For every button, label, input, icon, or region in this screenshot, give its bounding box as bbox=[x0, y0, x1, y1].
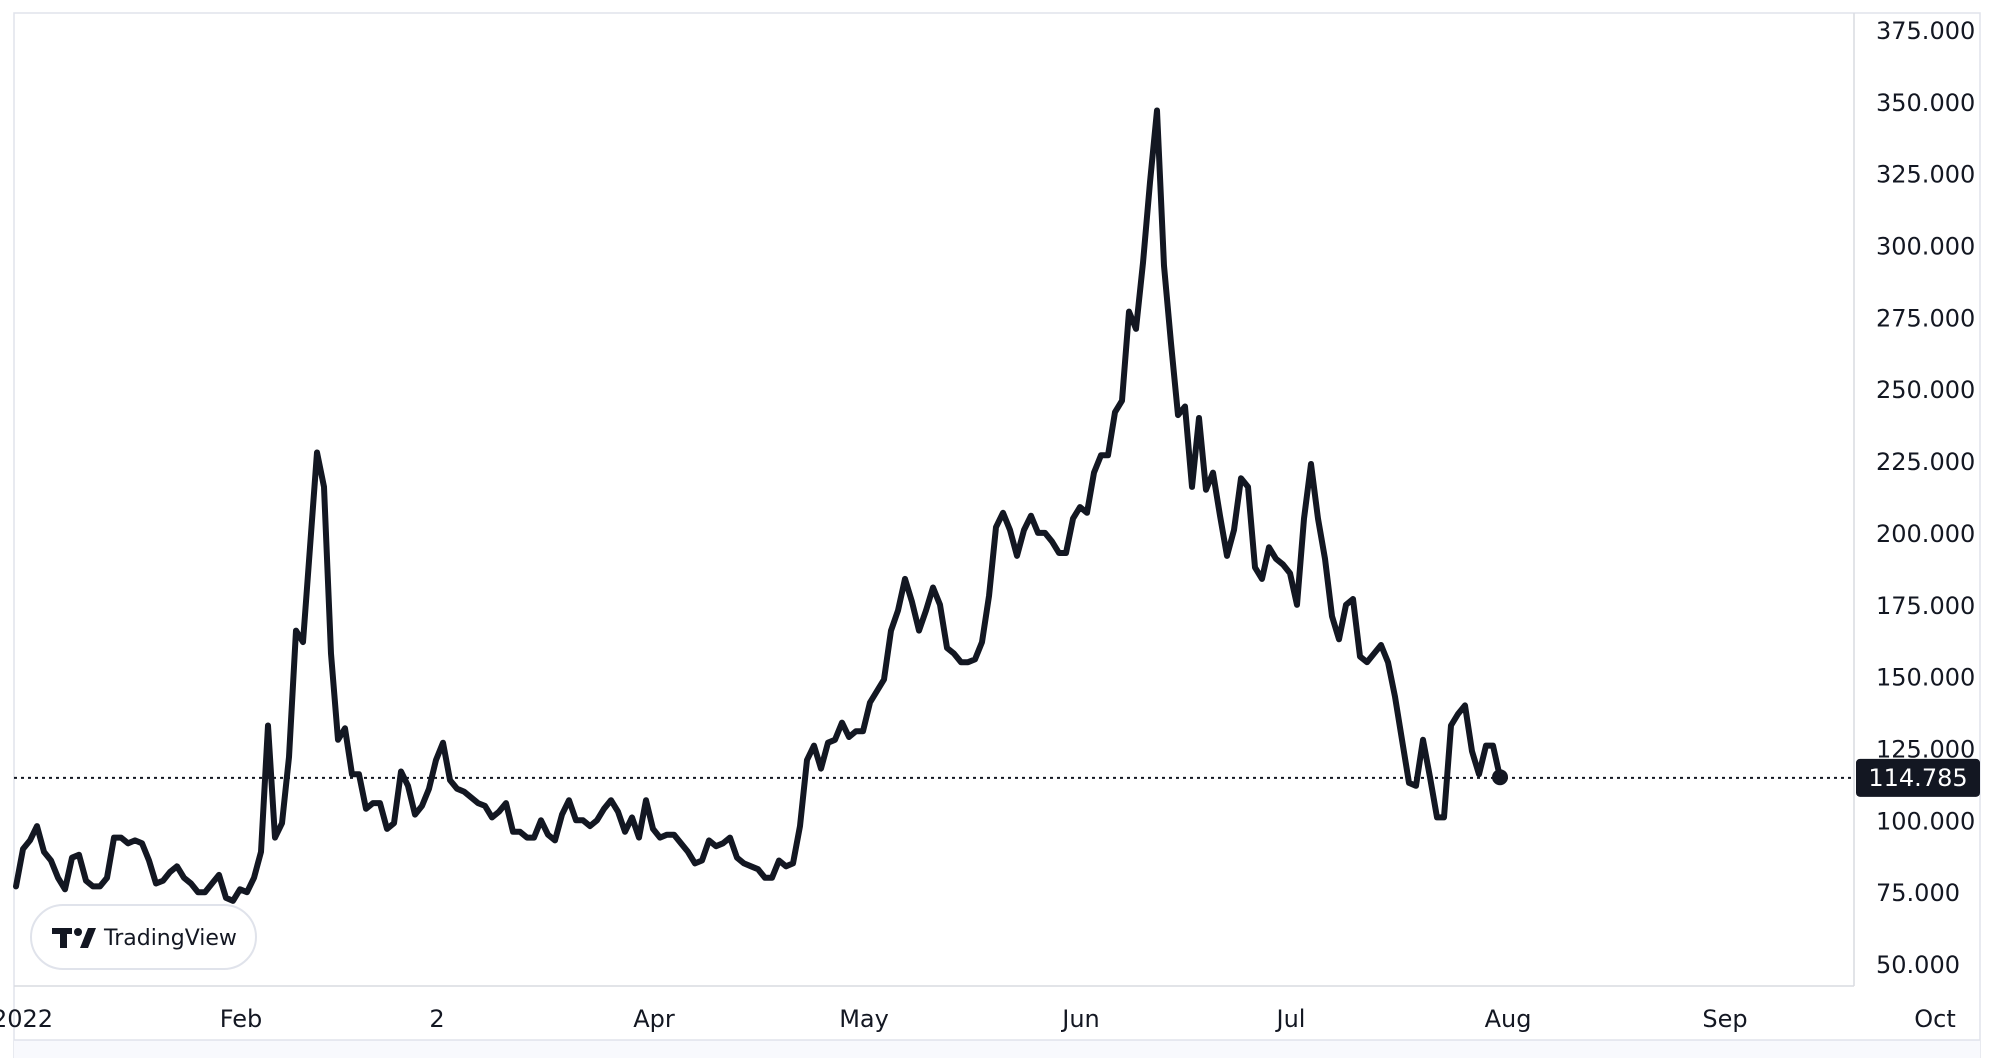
tradingview-badge-background bbox=[30, 904, 257, 970]
time-axis-tick-label: Sep bbox=[1702, 1005, 1747, 1033]
time-axis-tick-label: Jun bbox=[1060, 1005, 1100, 1033]
last-value-price-label: 114.785 bbox=[1856, 758, 1980, 797]
last-point-marker bbox=[1492, 769, 1508, 786]
price-axis-tick-label: 250.000 bbox=[1876, 376, 1975, 404]
time-axis-tick-label: May bbox=[839, 1005, 889, 1033]
time-axis-tick-label: Apr bbox=[633, 1005, 675, 1033]
price-axis-tick-label: 75.000 bbox=[1876, 879, 1960, 907]
time-axis-tick-label: 2 bbox=[429, 1005, 444, 1033]
price-axis-tick-label: 150.000 bbox=[1876, 664, 1975, 692]
time-axis-tick-label: Oct bbox=[1914, 1005, 1956, 1033]
last-value-label-text: 114.785 bbox=[1868, 764, 1967, 792]
bottom-toolbar-strip bbox=[14, 1040, 1980, 1058]
time-axis-tick-label: Aug bbox=[1485, 1005, 1532, 1033]
time-axis-ticks: 2022Feb2AprMayJunJulAugSepOctNov bbox=[0, 1005, 1956, 1033]
price-axis-tick-label: 125.000 bbox=[1876, 735, 1975, 763]
series-line bbox=[13, 107, 1503, 904]
price-axis-tick-label: 175.000 bbox=[1876, 592, 1975, 620]
price-axis-tick-label: 350.000 bbox=[1876, 89, 1975, 117]
tradingview-brand-name: TradingView bbox=[103, 926, 237, 951]
price-axis-tick-label: 325.000 bbox=[1876, 161, 1975, 189]
tradingview-logo-icon bbox=[52, 928, 96, 948]
price-axis-tick-label: 225.000 bbox=[1876, 448, 1975, 476]
price-axis-tick-label: 275.000 bbox=[1876, 304, 1975, 332]
price-axis-tick-label: 375.000 bbox=[1876, 17, 1975, 45]
time-axis-tick-label: 2022 bbox=[0, 1005, 53, 1033]
price-axis-ticks: 375.000 350.000 325.000 300.000 275.000 250.0… bbox=[1876, 17, 1975, 979]
tradingview-badge[interactable]: TradingView bbox=[30, 904, 257, 970]
plot-frame bbox=[13, 12, 1981, 1058]
price-axis-tick-label: 100.000 bbox=[1876, 807, 1975, 835]
price-axis-tick-label: 300.000 bbox=[1876, 233, 1975, 261]
last-value-label-background bbox=[1856, 758, 1980, 797]
price-axis-tick-label: 50.000 bbox=[1876, 951, 1960, 979]
time-axis-tick-label: Feb bbox=[220, 1005, 263, 1033]
time-axis-tick-label: Jul bbox=[1275, 1005, 1306, 1033]
price-axis-tick-label: 200.000 bbox=[1876, 520, 1975, 548]
